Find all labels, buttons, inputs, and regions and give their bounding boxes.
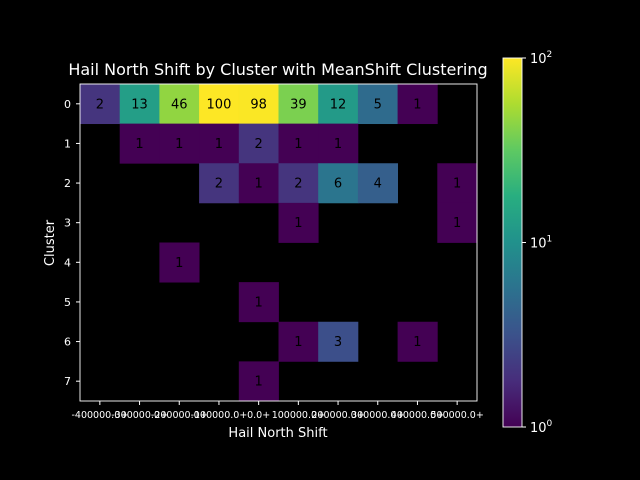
heatmap-cell [238, 84, 279, 125]
colorbar-tick-label: 102 [530, 50, 552, 67]
x-tick-label: -400000.0+ [71, 410, 128, 421]
heatmap-cell [278, 321, 319, 362]
colorbar-gradient [502, 57, 523, 428]
colorbar-tick-label: 101 [530, 235, 552, 252]
cell-value-label: 1 [413, 97, 421, 112]
y-tick-label: 7 [64, 375, 71, 388]
x-axis-ticks: -400000.0+-300000.0+-200000.0+-100000.0+… [71, 401, 484, 421]
y-tick-label: 5 [64, 296, 71, 309]
cell-value-label: 12 [330, 97, 347, 112]
heatmap-cell [238, 123, 279, 164]
x-tick-label: 400000.0+ [391, 410, 444, 421]
x-tick-label: 100000.0+ [272, 410, 325, 421]
heatmap-cell [318, 321, 359, 362]
cell-value-label: 39 [290, 97, 307, 112]
colorbar: 100 101 102 [502, 50, 553, 436]
cell-value-label: 2 [96, 97, 104, 112]
x-tick-label: 300000.0+ [351, 410, 404, 421]
heatmap-cell [199, 123, 240, 164]
cell-value-label: 13 [131, 97, 148, 112]
heatmap-cell [238, 163, 279, 204]
cell-value-label: 1 [294, 137, 302, 152]
heatmap-cell [238, 361, 279, 402]
heatmap-cell [159, 242, 200, 283]
chart-title: Hail North Shift by Cluster with MeanShi… [68, 60, 487, 79]
cell-value-label: 1 [294, 335, 302, 350]
cell-value-label: 98 [250, 97, 267, 112]
heatmap-cell [437, 163, 478, 204]
y-axis-ticks: 0 1 2 3 4 5 6 7 [64, 98, 80, 388]
cell-value-label: 6 [334, 177, 342, 192]
x-tick-label: 500000.0+ [431, 410, 484, 421]
heatmap-cell [199, 163, 240, 204]
heatmap-cell [199, 84, 240, 125]
cell-value-label: 1 [413, 335, 421, 350]
heatmap-cell [278, 123, 319, 164]
cell-value-label: 1 [294, 216, 302, 231]
cell-value-label: 2 [255, 137, 263, 152]
x-tick-label: 0.0+ [247, 410, 270, 421]
heatmap-cell [437, 202, 478, 243]
heatmap-cell [397, 84, 438, 125]
cell-value-label: 1 [255, 177, 263, 192]
x-tick-label: 200000.0+ [311, 410, 364, 421]
cell-value-label: 1 [135, 137, 143, 152]
y-axis-label: Cluster [43, 219, 58, 266]
cell-value-label: 1 [175, 256, 183, 271]
heatmap-cell [357, 163, 398, 204]
cell-value-label: 3 [334, 335, 342, 350]
colorbar-tick-label: 100 [530, 419, 553, 436]
heatmap-cell [278, 84, 319, 125]
heatmap-cell [318, 163, 359, 204]
heatmap-cell [80, 84, 121, 125]
heatmap-cell [357, 84, 398, 125]
cell-value-label: 1 [215, 137, 223, 152]
heatmap-cell [159, 84, 200, 125]
cell-value-label: 5 [374, 97, 382, 112]
cell-value-label: 2 [294, 177, 302, 192]
heatmap-cell [318, 123, 359, 164]
x-tick-label: -200000.0+ [151, 410, 208, 421]
x-axis-label: Hail North Shift [228, 426, 327, 441]
plot-frame [79, 83, 478, 402]
y-tick-label: 4 [64, 256, 71, 269]
heatmap-cells [80, 84, 478, 402]
cell-value-label: 1 [175, 137, 183, 152]
y-tick-label: 2 [64, 177, 71, 190]
cell-value-label: 1 [453, 216, 461, 231]
cell-value-label: 4 [374, 177, 382, 192]
heatmap-cell [119, 123, 160, 164]
colorbar-ticks: 100 101 102 [522, 50, 553, 436]
y-tick-label: 3 [64, 217, 71, 230]
heatmap-cell [278, 163, 319, 204]
heatmap-cell [318, 84, 359, 125]
heatmap-cell [119, 84, 160, 125]
heatmap-cell [159, 123, 200, 164]
y-tick-label: 6 [64, 336, 71, 349]
x-tick-label: -300000.0+ [111, 410, 168, 421]
y-tick-label: 0 [64, 98, 71, 111]
cell-value-label: 1 [255, 375, 263, 390]
heatmap-cell [278, 202, 319, 243]
heatmap-cell [238, 282, 279, 323]
y-tick-label: 1 [64, 137, 71, 150]
heatmap-cell [397, 321, 438, 362]
cell-value-label: 1 [453, 177, 461, 192]
cell-value-label: 2 [215, 177, 223, 192]
cell-value-label: 100 [207, 97, 232, 112]
cell-value-label: 46 [171, 97, 188, 112]
cell-value-label: 1 [334, 137, 342, 152]
x-tick-label: -100000.0+ [191, 410, 248, 421]
cell-value-label: 1 [255, 295, 263, 310]
